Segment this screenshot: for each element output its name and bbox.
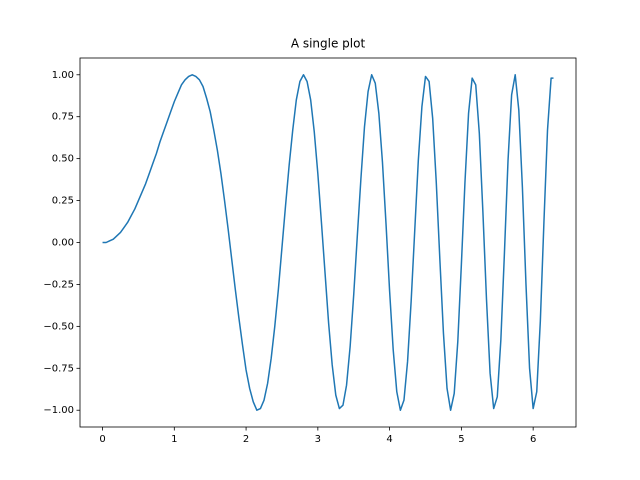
- y-tick-label: −0.75: [43, 363, 74, 374]
- y-tick-label: −0.50: [43, 321, 74, 332]
- x-tick-label: 6: [530, 434, 536, 445]
- chart-title: A single plot: [291, 37, 366, 51]
- y-tick-label: −1.00: [43, 405, 74, 416]
- plot-frame: [79, 57, 577, 428]
- y-tick-label: 0.75: [52, 112, 74, 123]
- x-tick-label: 4: [386, 434, 392, 445]
- y-tick-label: −0.25: [43, 279, 74, 290]
- x-tick-label: 2: [243, 434, 249, 445]
- y-tick-label: 0.25: [52, 196, 74, 207]
- x-tick-label: 1: [171, 434, 177, 445]
- x-tick-label: 0: [99, 434, 105, 445]
- x-tick-label: 3: [315, 434, 321, 445]
- data-line: [102, 74, 554, 411]
- y-tick-label: 0.50: [52, 154, 74, 165]
- y-tick-label: 1.00: [52, 70, 74, 81]
- x-tick-label: 5: [458, 434, 464, 445]
- y-tick-label: 0.00: [52, 238, 74, 249]
